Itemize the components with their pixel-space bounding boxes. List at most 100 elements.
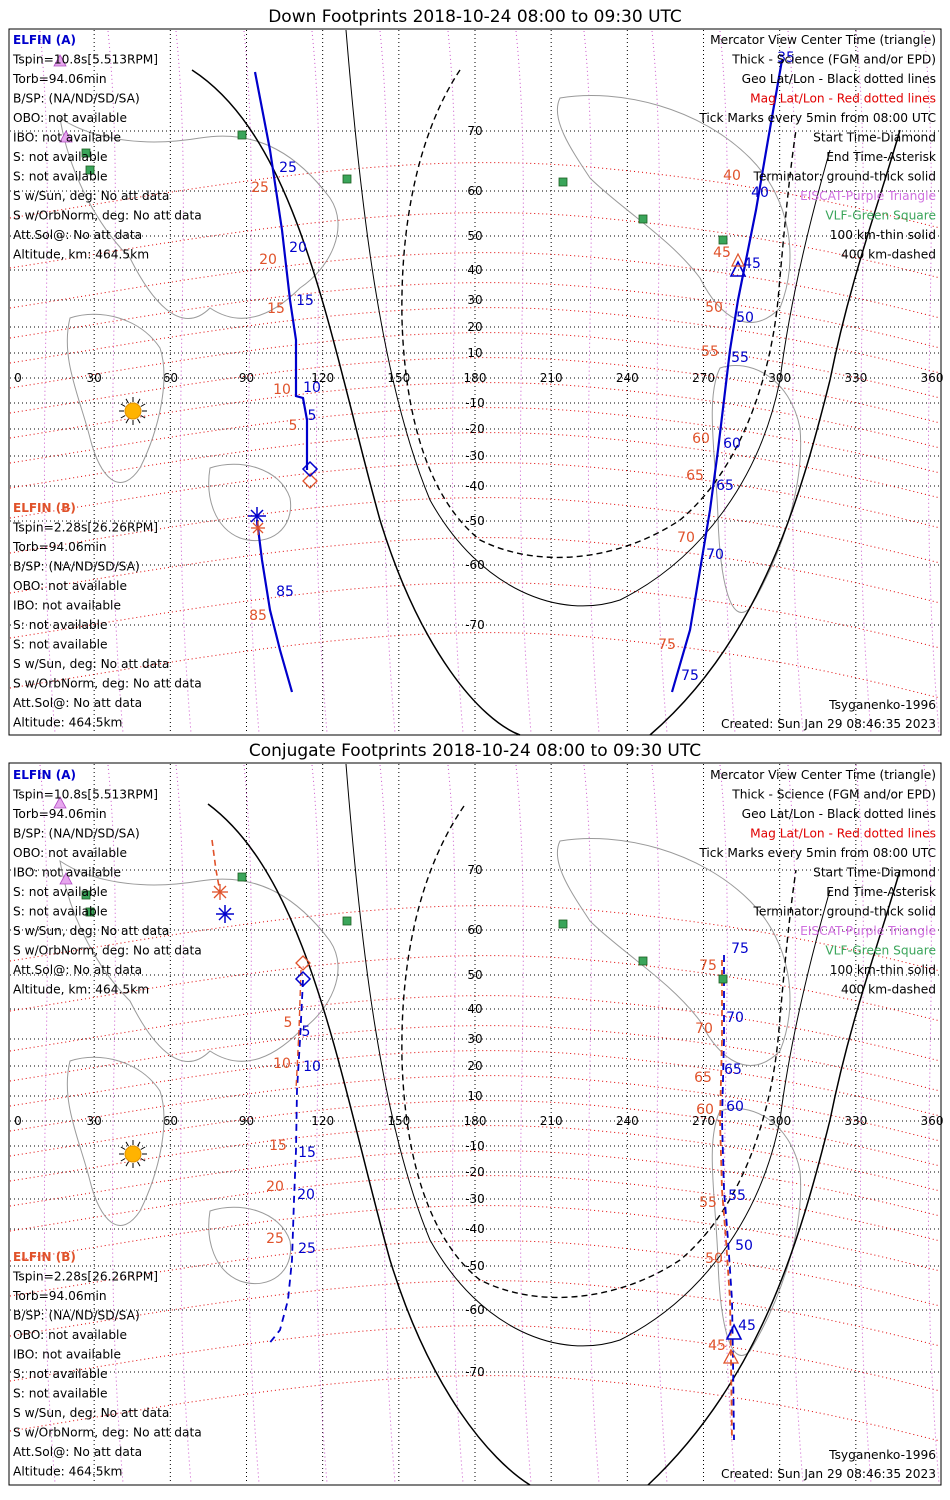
- longitude-label: 330: [844, 1114, 867, 1128]
- track-markers: [212, 884, 743, 1364]
- eiscat-triangle: [59, 872, 73, 885]
- track-tick-label: 45: [743, 256, 761, 272]
- elfin-a-info-line: Torb=94.06min: [12, 807, 107, 821]
- elfin-b-info-line: IBO: not available: [13, 1348, 121, 1362]
- vlf-station-square: [718, 235, 728, 245]
- mag-meridian: [447, 30, 464, 734]
- track-tick-labels: 5510101515202025257575707065656060555550…: [266, 941, 756, 1354]
- model-label: Tsyganenko-1996: [828, 698, 936, 712]
- track-markers: [248, 252, 747, 535]
- latitude-label: -20: [465, 422, 485, 436]
- track-tick-label: 45: [713, 245, 731, 261]
- elfin-a-info-line: S: not available: [13, 170, 108, 184]
- latitude-label: 70: [467, 124, 482, 138]
- center-triangle-a: [729, 260, 747, 277]
- mag-meridian: [447, 764, 464, 1484]
- track-tick-label: 70: [677, 530, 695, 546]
- elfin-a-info-line: IBO: not available: [13, 866, 121, 880]
- track-tick-label: 70: [706, 547, 724, 563]
- continent-outlines: [59, 95, 802, 613]
- vlf-station-square: [342, 916, 352, 926]
- mag-meridian: [923, 764, 940, 1484]
- terminator-lines: [207, 763, 901, 1486]
- elfin-a-info: ELFIN (A) Tspin=10.8s[5.513RPM] Torb=94.06…: [12, 768, 202, 997]
- sun-ray: [140, 1158, 146, 1162]
- longitude-label: 330: [844, 371, 867, 385]
- vlf-station-square: [237, 872, 247, 882]
- elfin-a-info-line: S w/Sun, deg: No att data: [13, 189, 169, 203]
- mag-meridian: [243, 764, 260, 1484]
- terminator-ground-left: [207, 803, 531, 1486]
- mag-meridian: [175, 764, 192, 1484]
- sun-disc: [124, 402, 142, 420]
- legend-entry: Tick Marks every 5min from 08:00 UTC: [698, 846, 936, 860]
- track-tick-label: 50: [736, 310, 754, 326]
- terminator-ground-right: [649, 129, 901, 736]
- legend-entry: Start Time-Diamond: [813, 131, 936, 145]
- elfin-a-info-line: Att.Sol@: No att data: [13, 228, 142, 242]
- track-tick-label: 25: [279, 160, 297, 176]
- conjugate-footprints-panel: Conjugate Footprints 2018-10-24 08:00 to…: [8, 741, 943, 1486]
- legend-entry: Mercator View Center Time (triangle): [710, 768, 936, 782]
- mag-meridian: [855, 764, 872, 1484]
- latitude-label: 40: [467, 263, 482, 277]
- continent-outline: [66, 313, 165, 483]
- track-tick-label: 75: [681, 668, 699, 684]
- legend-entry: Terminator: ground-thick solid: [753, 905, 936, 919]
- sun-ray: [137, 1161, 141, 1167]
- mag-meridian: [39, 764, 56, 1484]
- legend-entry: End Time-Asterisk: [826, 150, 937, 164]
- latitude-label: -30: [465, 1192, 485, 1206]
- mag-meridian: [107, 764, 124, 1484]
- elfin-a-info-line: Tspin=10.8s[5.513RPM]: [12, 788, 158, 802]
- elfin-b-track-north: [211, 839, 221, 893]
- vlf-station-square: [237, 130, 247, 140]
- elfin-a-info-line: Tspin=10.8s[5.513RPM]: [12, 53, 158, 67]
- sun-ray: [125, 1141, 129, 1147]
- longitude-label: 210: [540, 1114, 563, 1128]
- latitude-label: 60: [467, 184, 482, 198]
- elfin-a-track-east: [670, 59, 784, 693]
- created-label: Created: Sun Jan 29 08:46:35 2023: [721, 717, 936, 731]
- elfin-a-info-line: OBO: not available: [13, 846, 127, 860]
- track-tick-label: 20: [289, 240, 307, 256]
- eiscat-triangle: [53, 54, 67, 67]
- elfin-b-info-line: B/SP: (NA/ND/SD/SA): [13, 560, 140, 574]
- elfin-a-track-west: [253, 71, 309, 470]
- track-tick-label: 15: [298, 1145, 316, 1161]
- vlf-station-square: [85, 165, 95, 175]
- vlf-station-square: [718, 974, 728, 984]
- mag-meridian: [719, 30, 736, 734]
- legend-entry: 100 km-thin solid: [830, 228, 936, 242]
- mag-meridian: [243, 30, 260, 734]
- elfin-tracks: [211, 839, 735, 1441]
- elfin-b-info-line: S: not available: [13, 1367, 108, 1381]
- longitude-label: 150: [387, 1114, 410, 1128]
- latitude-label: -30: [465, 449, 485, 463]
- start-diamond-b: [302, 473, 318, 489]
- mag-meridian: [311, 764, 328, 1484]
- start-diamond-a: [301, 460, 319, 478]
- track-tick-label: 20: [259, 252, 277, 268]
- end-asterisk-a: [216, 905, 234, 923]
- elfin-a-info-line: OBO: not available: [13, 111, 127, 125]
- elfin-b-info: ELFIN (B) Tspin=2.28s[26.26RPM] Torb=94.06…: [12, 501, 202, 730]
- elfin-b-track-west: [295, 969, 302, 1091]
- elfin-b-info-line: S w/Sun, deg: No att data: [13, 657, 169, 671]
- mag-meridian: [107, 30, 124, 734]
- latitude-label: 50: [467, 968, 482, 982]
- longitude-label: 90: [239, 1114, 254, 1128]
- track-tick-label: 75: [731, 941, 749, 957]
- track-tick-label: 50: [705, 1251, 723, 1267]
- track-tick-label: 40: [723, 168, 741, 184]
- legend-entry: End Time-Asterisk: [826, 885, 937, 899]
- vlf-station-square: [81, 890, 91, 900]
- elfin-a-info-line: IBO: not available: [13, 131, 121, 145]
- latitude-label: 20: [467, 1059, 482, 1073]
- latitude-label: 40: [467, 1002, 482, 1016]
- vlf-station-square: [342, 174, 352, 184]
- elfin-b-info-line: S w/Sun, deg: No att data: [13, 1406, 169, 1420]
- latitude-label: -60: [465, 1303, 485, 1317]
- longitude-label: 240: [616, 371, 639, 385]
- continent-outline: [59, 116, 339, 319]
